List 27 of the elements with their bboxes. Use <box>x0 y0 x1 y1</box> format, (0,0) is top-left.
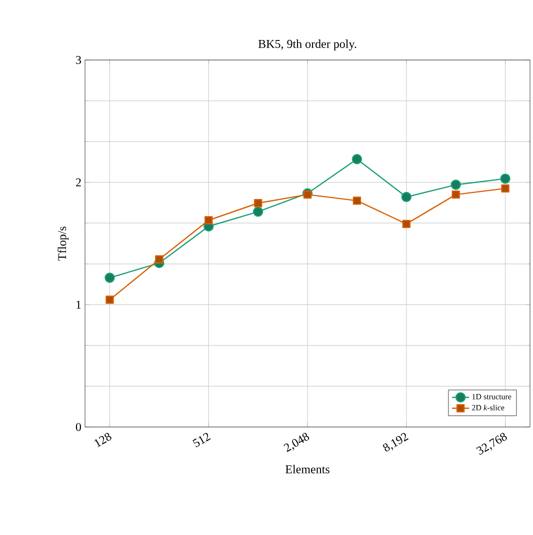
point <box>500 174 510 184</box>
point <box>155 255 164 264</box>
point <box>104 272 115 283</box>
x-tick-label: 2,048 <box>284 432 310 452</box>
x-tick-label: 8,192 <box>383 433 409 452</box>
y-tick-label: 2 <box>76 178 81 186</box>
point <box>352 154 362 164</box>
y-tick-label: 3 <box>76 56 82 64</box>
point <box>106 296 114 304</box>
point <box>352 196 362 205</box>
point <box>452 190 460 199</box>
x-tick-label: 512 <box>192 433 211 448</box>
y-axis-title: Tflop/s <box>58 226 69 261</box>
legend-label: 2D k-slice <box>472 404 504 410</box>
point <box>204 216 213 224</box>
y-tick-label: 1 <box>76 300 81 309</box>
legend-label: 1D structure <box>472 394 512 400</box>
point <box>252 206 264 217</box>
point <box>401 192 412 202</box>
point <box>254 199 262 208</box>
x-axis-title: Elements <box>286 464 330 474</box>
chart-title: BK5, 9th order poly. <box>258 40 356 50</box>
point <box>501 184 510 193</box>
point <box>402 220 410 228</box>
x-tick-label: 128 <box>94 432 112 448</box>
point <box>450 180 461 190</box>
y-tick-label: 0 <box>76 422 82 432</box>
